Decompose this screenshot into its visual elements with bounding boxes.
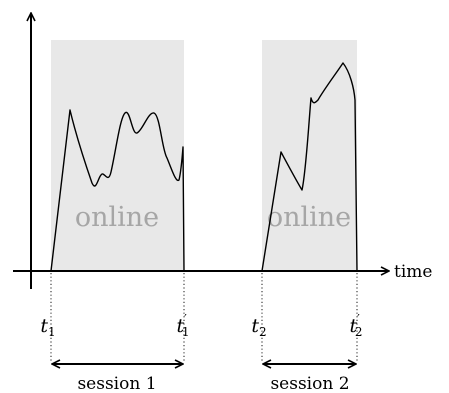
tick-label-t2-prime: t′ 2 [349, 312, 362, 339]
session-1-label: session 1 [77, 374, 156, 393]
activity-curve-2 [261, 62, 358, 272]
activity-curve-1 [50, 109, 185, 272]
session-2-label: session 2 [270, 374, 349, 393]
tick-label-t2: t2 [251, 315, 266, 339]
x-axis-label: time [394, 262, 432, 282]
tick-label-t1: t1 [40, 315, 55, 339]
online-label-2: online [267, 202, 351, 233]
tick-label-t1-prime: t′ 1 [176, 312, 189, 339]
online-region-1 [51, 40, 184, 271]
online-region-2 [262, 40, 357, 271]
online-label-1: online [75, 202, 159, 233]
